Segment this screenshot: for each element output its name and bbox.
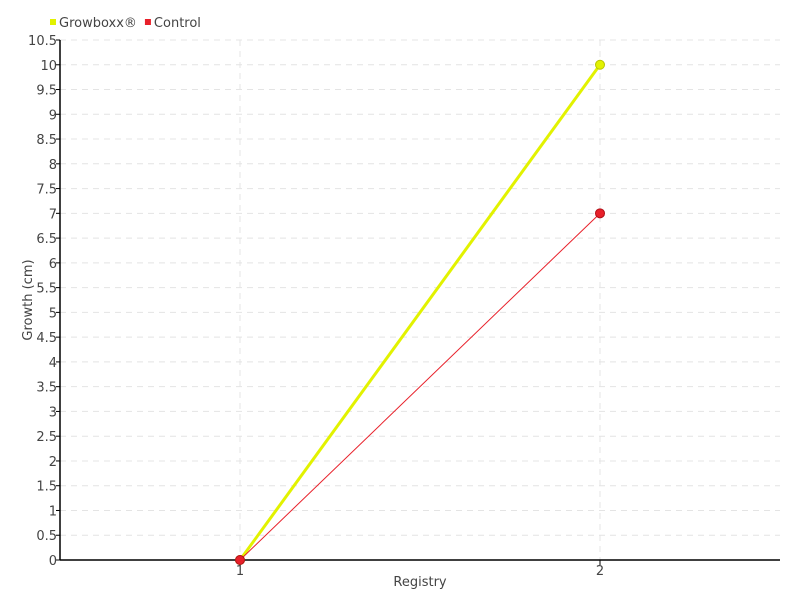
y-tick-label: 9.5: [36, 84, 57, 99]
y-tick-label: 3.5: [36, 381, 57, 396]
y-tick-label: 5.5: [36, 282, 57, 297]
y-tick-label: 1.5: [36, 480, 57, 495]
y-tick-label: 9: [49, 108, 57, 123]
x-axis-label: Registry: [393, 575, 447, 590]
y-tick-label: 1: [49, 504, 57, 519]
y-tick-label: 0: [49, 554, 57, 569]
legend-label: Control: [154, 16, 201, 31]
legend-label: Growboxx®: [59, 16, 137, 31]
data-point: [595, 208, 605, 219]
series-line-0: [238, 63, 602, 561]
y-tick-label: 3: [49, 405, 57, 420]
y-tick-label: 8: [49, 158, 57, 173]
y-tick-label: 6.5: [36, 232, 57, 247]
legend-swatch: [144, 19, 151, 25]
y-tick-label: 10: [40, 59, 57, 74]
y-tick-label: 7.5: [36, 183, 57, 198]
y-tick-label: 4: [49, 356, 57, 371]
x-tick-label: 2: [596, 564, 604, 579]
data-point: [235, 555, 245, 565]
data-point: [595, 59, 605, 70]
y-tick-label: 10.5: [28, 34, 57, 49]
y-tick-label: 2.5: [36, 430, 57, 445]
series-group: [235, 59, 605, 565]
grid: [60, 39, 780, 560]
x-tick-label: 1: [236, 564, 244, 579]
y-tick-label: 6: [49, 257, 57, 272]
y-axis-label: Growth (cm): [21, 259, 36, 340]
legend: Growboxx® Control: [50, 16, 201, 31]
y-tick-label: 2: [49, 455, 57, 470]
y-tick-label: 8.5: [36, 133, 57, 148]
y-tick-label: 4.5: [36, 331, 57, 346]
y-tick-label: 0.5: [36, 529, 57, 544]
legend-swatch: [50, 19, 56, 25]
axes: 0 0.5 1 1.5 2 2.5 3 3.5 4 4.5 5 5.5 6 6.5 7 7.5 8 8.5 9 9.5…: [28, 34, 780, 579]
series-line-1: [239, 212, 601, 561]
y-tick-label: 7: [49, 207, 57, 222]
y-tick-label: 5: [49, 306, 57, 321]
